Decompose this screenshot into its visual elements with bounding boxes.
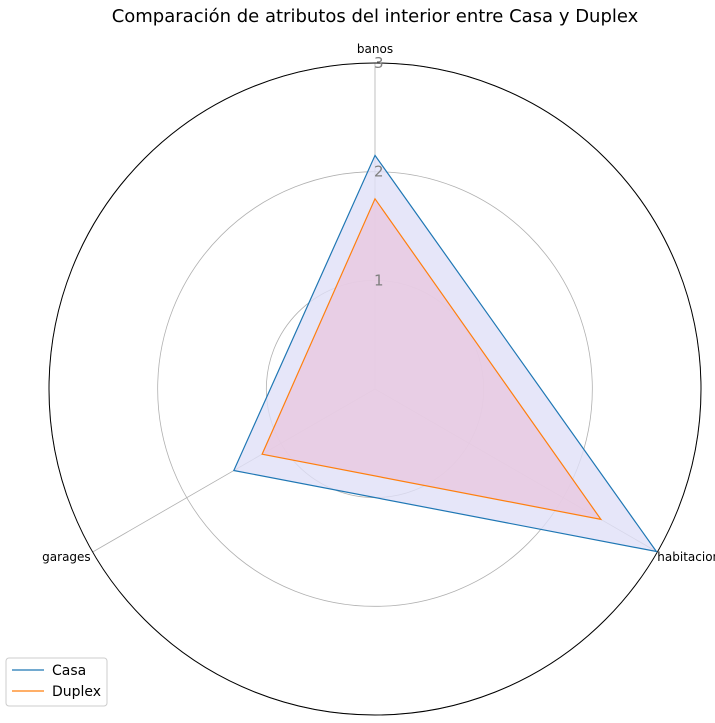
- axis-label-habitaciones: habitaciones: [657, 550, 715, 564]
- series-fill-duplex: [262, 198, 601, 520]
- radial-tick-labels: 1 2 3: [374, 54, 384, 289]
- axis-label-banos: banos: [357, 42, 393, 56]
- legend-label-casa: Casa: [52, 663, 86, 679]
- tick-label-2: 2: [374, 163, 384, 181]
- axis-labels: banos habitaciones garages: [42, 42, 715, 564]
- chart-title: Comparación de atributos del interior en…: [112, 6, 639, 27]
- outer-frame: [48, 62, 702, 716]
- tick-label-1: 1: [374, 271, 384, 289]
- series-line-casa: [232, 154, 658, 553]
- legend-label-duplex: Duplex: [52, 684, 101, 700]
- tick-label-3: 3: [374, 54, 384, 72]
- axis-label-garages: garages: [42, 550, 91, 564]
- series-line-duplex: [261, 197, 603, 521]
- legend: Casa Duplex: [5, 657, 108, 707]
- radar-series: [232, 154, 658, 553]
